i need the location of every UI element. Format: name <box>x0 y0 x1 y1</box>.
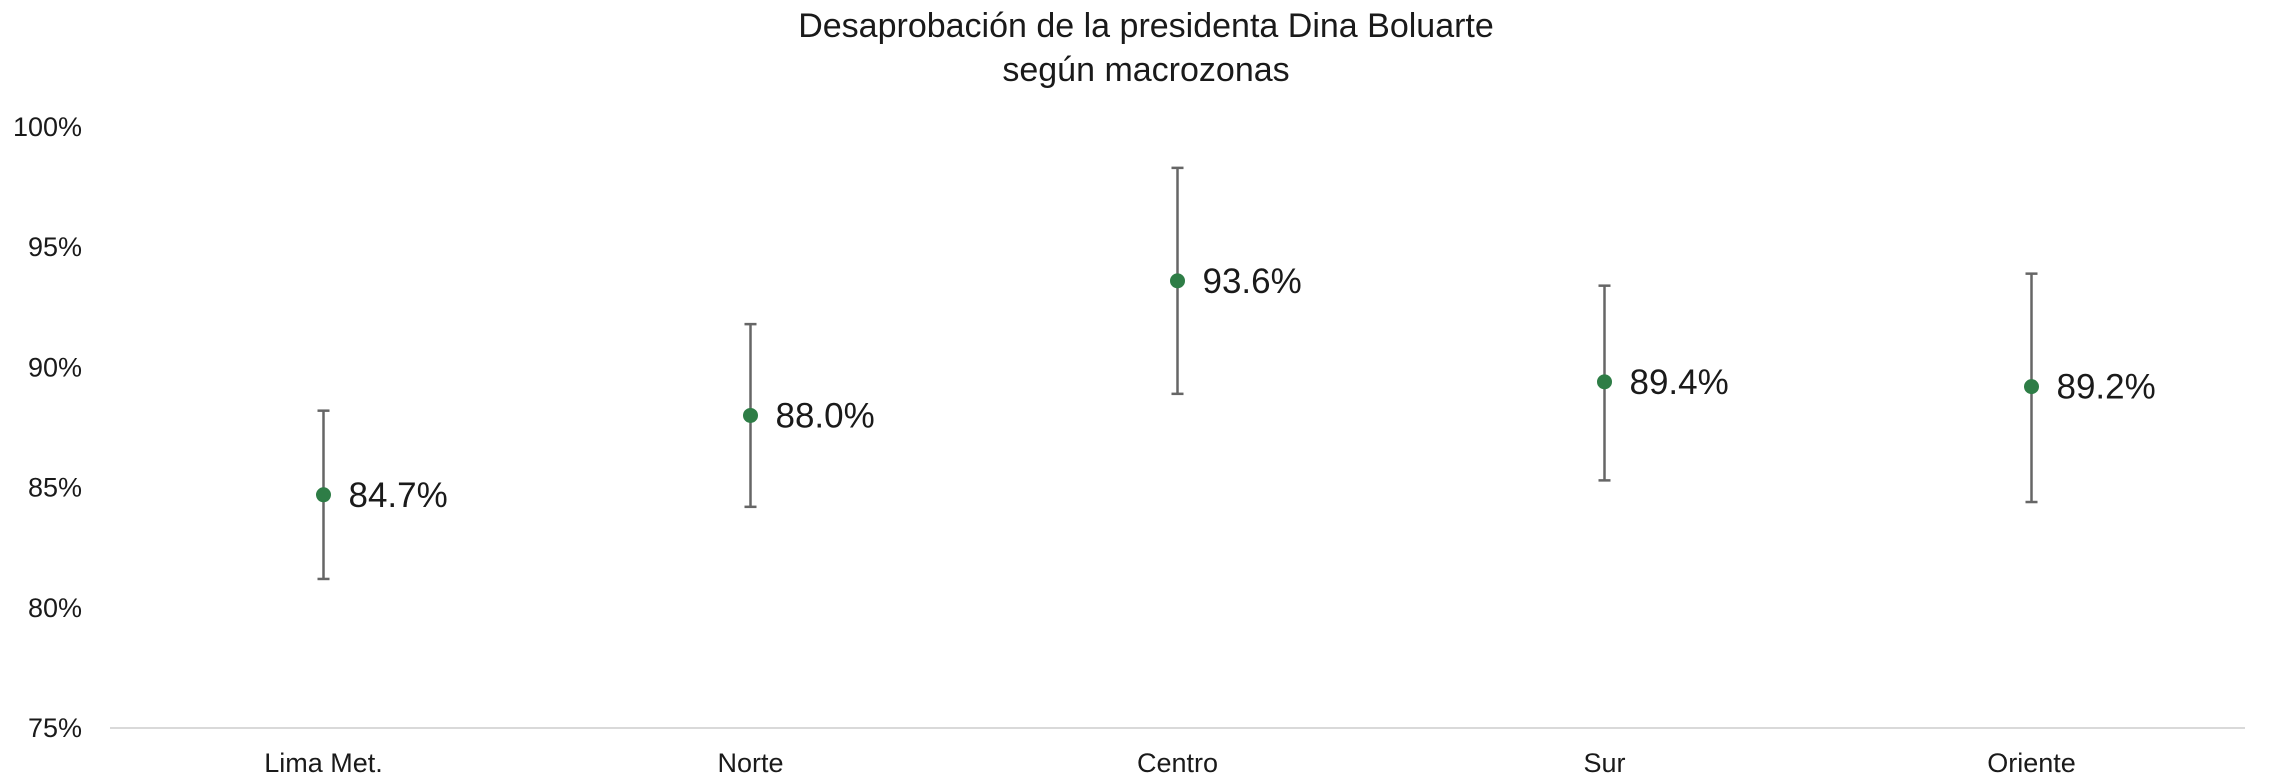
data-point <box>1597 374 1612 390</box>
x-tick-label: Sur <box>1583 748 1625 776</box>
error-bars <box>317 166 2038 581</box>
y-axis: 75% 80% 85% 90% 95% 100% <box>13 112 82 743</box>
data-label: 88.0% <box>776 396 875 435</box>
x-tick-label: Oriente <box>1987 748 2076 776</box>
data-label: 89.4% <box>1630 363 1729 402</box>
x-tick-label: Centro <box>1137 748 1218 776</box>
chart-title-line2: según macrozonas <box>1002 51 1290 89</box>
x-axis: Lima Met. Norte Centro Sur Oriente <box>264 748 2076 776</box>
data-labels: 84.7% 88.0% 93.6% 89.4% 89.2% <box>349 262 2156 515</box>
y-tick-label: 95% <box>28 232 82 262</box>
data-label: 93.6% <box>1203 262 1302 301</box>
chart-title-line1: Desaprobación de la presidenta Dina Bolu… <box>798 7 1494 45</box>
data-points <box>316 273 2039 503</box>
data-label: 84.7% <box>349 476 448 515</box>
x-tick-label: Lima Met. <box>264 748 383 776</box>
data-point <box>2024 379 2039 395</box>
y-tick-label: 90% <box>28 352 82 382</box>
x-tick-label: Norte <box>717 748 783 776</box>
y-tick-label: 85% <box>28 473 82 503</box>
y-tick-label: 100% <box>13 112 82 142</box>
chart-title: Desaprobación de la presidenta Dina Bolu… <box>0 4 2292 92</box>
data-label: 89.2% <box>2057 368 2156 407</box>
data-point <box>316 487 331 503</box>
y-tick-label: 75% <box>28 713 82 743</box>
y-tick-label: 80% <box>28 593 82 623</box>
data-point <box>743 407 758 423</box>
data-point <box>1170 273 1185 289</box>
